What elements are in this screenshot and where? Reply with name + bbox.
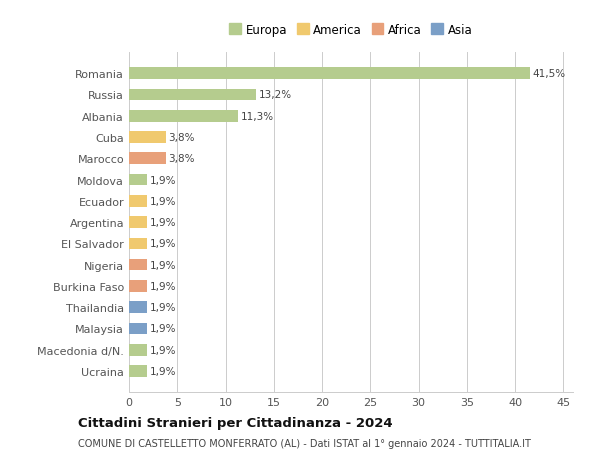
Bar	[129, 238, 148, 250]
Bar	[129, 259, 148, 271]
Bar	[129, 196, 148, 207]
Text: 1,9%: 1,9%	[150, 302, 177, 313]
Text: 1,9%: 1,9%	[150, 196, 177, 207]
Bar	[129, 365, 148, 377]
Text: 41,5%: 41,5%	[532, 69, 566, 79]
Text: 1,9%: 1,9%	[150, 260, 177, 270]
Bar	[129, 280, 148, 292]
Bar	[129, 344, 148, 356]
Text: 13,2%: 13,2%	[259, 90, 292, 100]
Text: 1,9%: 1,9%	[150, 366, 177, 376]
Bar	[129, 323, 148, 335]
Text: 1,9%: 1,9%	[150, 218, 177, 228]
Bar	[129, 132, 166, 144]
Text: COMUNE DI CASTELLETTO MONFERRATO (AL) - Dati ISTAT al 1° gennaio 2024 - TUTTITAL: COMUNE DI CASTELLETTO MONFERRATO (AL) - …	[78, 438, 531, 448]
Bar	[129, 302, 148, 313]
Text: 1,9%: 1,9%	[150, 239, 177, 249]
Bar	[129, 153, 166, 165]
Text: 11,3%: 11,3%	[241, 112, 274, 122]
Text: 1,9%: 1,9%	[150, 324, 177, 334]
Text: 3,8%: 3,8%	[169, 154, 195, 164]
Text: 1,9%: 1,9%	[150, 175, 177, 185]
Bar	[129, 90, 256, 101]
Text: 1,9%: 1,9%	[150, 345, 177, 355]
Legend: Europa, America, Africa, Asia: Europa, America, Africa, Asia	[227, 21, 475, 39]
Bar	[129, 217, 148, 229]
Text: Cittadini Stranieri per Cittadinanza - 2024: Cittadini Stranieri per Cittadinanza - 2…	[78, 416, 392, 429]
Text: 1,9%: 1,9%	[150, 281, 177, 291]
Bar	[129, 174, 148, 186]
Bar	[129, 68, 530, 80]
Bar	[129, 111, 238, 123]
Text: 3,8%: 3,8%	[169, 133, 195, 143]
